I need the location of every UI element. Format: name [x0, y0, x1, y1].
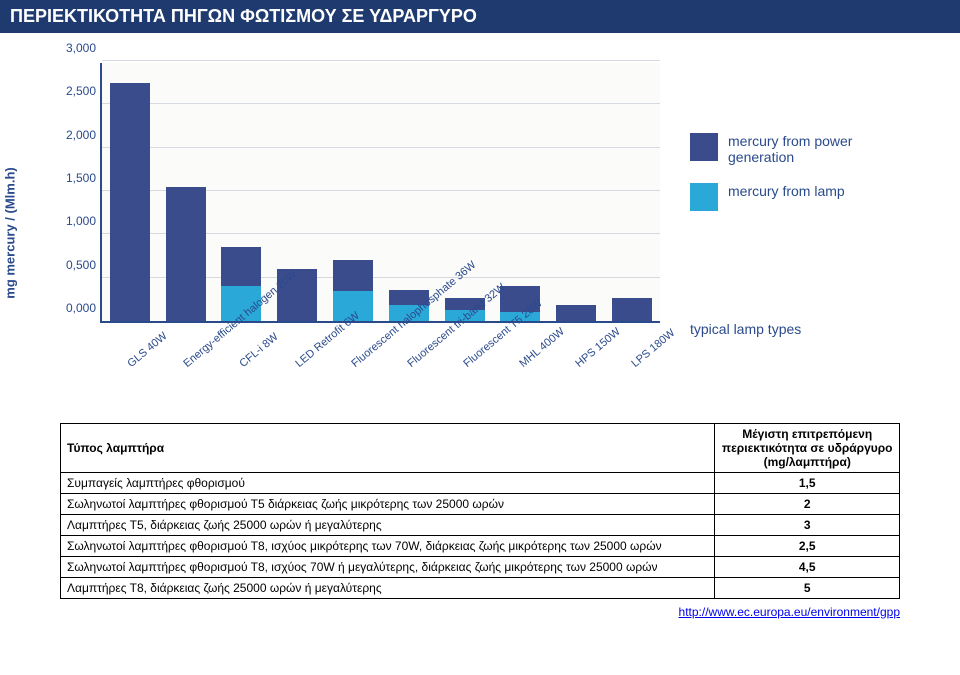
table-header-value: Μέγιστη επιτρεπόμενη περιεκτικότητα σε υ…	[715, 424, 900, 473]
legend-item-power: mercury from power generation	[690, 133, 920, 165]
chart-legend: mercury from power generation mercury fr…	[690, 133, 920, 229]
y-tick-label: 1,500	[66, 171, 102, 185]
page-title: ΠΕΡΙΕΚΤΙΚΟΤΗΤΑ ΠΗΓΩΝ ΦΩΤΙΣΜΟΥ ΣΕ ΥΔΡΑΡΓΥ…	[0, 0, 960, 33]
bar-group	[556, 305, 596, 321]
table-cell-value: 3	[715, 515, 900, 536]
bar-group	[166, 187, 206, 321]
table-cell-type: Λαμπτήρες Τ8, διάρκειας ζωής 25000 ωρών …	[61, 578, 715, 599]
table-row: Λαμπτήρες Τ8, διάρκειας ζωής 25000 ωρών …	[61, 578, 900, 599]
mercury-limits-table: Τύπος λαμπτήρα Μέγιστη επιτρεπόμενη περι…	[60, 423, 900, 599]
table-row: Σωληνωτοί λαμπτήρες φθορισμού Τ5 διάρκει…	[61, 494, 900, 515]
bar-segment-power	[333, 260, 373, 290]
x-axis-title: typical lamp types	[690, 321, 801, 337]
legend-label-lamp: mercury from lamp	[728, 183, 845, 199]
x-tick-label: Fluorescent tri-band 32W	[405, 335, 443, 370]
x-axis-labels: GLS 40WEnergy-efficient halogen 20WCFL-i…	[100, 325, 660, 337]
table-cell-value: 2,5	[715, 536, 900, 557]
x-tick-label: MHL 400W	[517, 335, 555, 370]
x-tick-label: Fluorescent T5 28W	[461, 335, 499, 370]
table-cell-value: 5	[715, 578, 900, 599]
x-tick-label: Energy-efficient halogen 20W	[181, 335, 219, 370]
table-header-type: Τύπος λαμπτήρα	[61, 424, 715, 473]
table-cell-type: Συμπαγείς λαμπτήρες φθορισμού	[61, 473, 715, 494]
x-tick-label: LED Retrofit 6W	[293, 335, 331, 370]
table-cell-type: Σωληνωτοί λαμπτήρες φθορισμού Τ8, ισχύος…	[61, 557, 715, 578]
source-link[interactable]: http://www.ec.europa.eu/environment/gpp	[679, 605, 900, 619]
y-tick-label: 1,000	[66, 214, 102, 228]
legend-item-lamp: mercury from lamp	[690, 183, 920, 211]
bar-segment-power	[556, 305, 596, 321]
legend-label-power: mercury from power generation	[728, 133, 920, 165]
table-cell-type: Σωληνωτοί λαμπτήρες φθορισμού Τ5 διάρκει…	[61, 494, 715, 515]
table-cell-type: Λαμπτήρες Τ5, διάρκειας ζωής 25000 ωρών …	[61, 515, 715, 536]
table-cell-value: 2	[715, 494, 900, 515]
bar-group	[110, 83, 150, 321]
table-cell-value: 4,5	[715, 557, 900, 578]
bar-segment-power	[612, 298, 652, 321]
chart-plot-area: 0,0000,5001,0001,5002,0002,5003,000	[100, 63, 660, 323]
source-link-container: http://www.ec.europa.eu/environment/gpp	[0, 605, 900, 619]
x-tick-label: LPS 180W	[629, 335, 667, 370]
x-tick-label: CFL-i 8W	[237, 335, 275, 370]
x-tick-label: HPS 150W	[573, 335, 611, 370]
bar-segment-power	[166, 187, 206, 321]
table-cell-type: Σωληνωτοί λαμπτήρες φθορισμού Τ8, ισχύος…	[61, 536, 715, 557]
swatch-lamp-icon	[690, 183, 718, 211]
mercury-chart: mg mercury / (Mlm.h) 0,0000,5001,0001,50…	[40, 53, 920, 413]
table-row: Λαμπτήρες Τ5, διάρκειας ζωής 25000 ωρών …	[61, 515, 900, 536]
swatch-power-icon	[690, 133, 718, 161]
y-tick-label: 0,000	[66, 301, 102, 315]
y-tick-label: 2,500	[66, 84, 102, 98]
table-row: Συμπαγείς λαμπτήρες φθορισμού1,5	[61, 473, 900, 494]
y-tick-label: 2,000	[66, 128, 102, 142]
table-cell-value: 1,5	[715, 473, 900, 494]
bar-segment-power	[221, 247, 261, 286]
table-row: Σωληνωτοί λαμπτήρες φθορισμού Τ8, ισχύος…	[61, 557, 900, 578]
y-tick-label: 3,000	[66, 41, 102, 55]
y-tick-label: 0,500	[66, 258, 102, 272]
x-tick-label: GLS 40W	[125, 335, 163, 370]
y-axis-label: mg mercury / (Mlm.h)	[3, 167, 18, 298]
bar-group	[612, 298, 652, 321]
bar-segment-power	[110, 83, 150, 321]
x-tick-label: Fluorescent halophosphate 36W	[349, 335, 387, 370]
table-row: Σωληνωτοί λαμπτήρες φθορισμού Τ8, ισχύος…	[61, 536, 900, 557]
